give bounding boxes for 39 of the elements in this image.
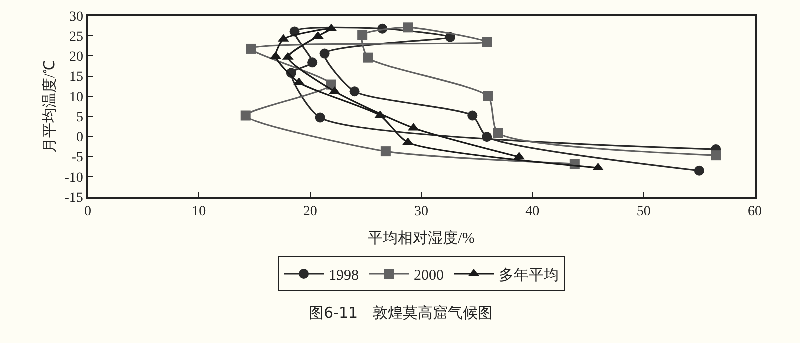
point (240, 110, 251, 121)
point (363, 52, 374, 63)
x-axis-title: 平均相对湿度/% (368, 230, 475, 248)
y-tick-label: 15 (69, 70, 84, 86)
y-tick-label: -10 (64, 170, 84, 186)
point (482, 132, 492, 142)
y-axis-title: 月平均温度/℃ (42, 60, 59, 154)
legend-label: 1998 (329, 268, 359, 284)
y-tick-label: -5 (72, 150, 84, 166)
point (380, 146, 391, 157)
point (320, 48, 330, 59)
point (358, 30, 368, 40)
point (694, 166, 704, 176)
x-tick-label: 60 (748, 204, 762, 220)
y-tick-label: 30 (69, 10, 84, 25)
point (482, 37, 492, 48)
legend-label: 2000 (414, 268, 444, 284)
y-tick-label: 10 (69, 90, 84, 106)
point (315, 112, 326, 123)
point (468, 110, 478, 121)
x-tick-label: 30 (414, 204, 428, 220)
point (308, 58, 318, 68)
point (246, 44, 256, 54)
y-tick-label: -15 (64, 190, 84, 206)
legend-label: 多年平均 (499, 266, 559, 284)
x-tick-label: 50 (636, 204, 651, 220)
y-tick-label: 5 (76, 110, 84, 126)
y-tick-label: 20 (69, 50, 84, 66)
text: 图6-11 敦煌莫高窟气候图 (309, 304, 494, 322)
y-tick-label: 0 (76, 130, 84, 146)
point (403, 22, 414, 33)
point (350, 86, 360, 97)
x-tick-label: 40 (526, 204, 540, 220)
x-tick-label: 10 (192, 204, 206, 220)
point (493, 128, 504, 138)
x-tick-label: 20 (303, 204, 318, 220)
y-tick-label: 25 (69, 30, 84, 46)
point (711, 150, 722, 161)
point (483, 91, 494, 102)
